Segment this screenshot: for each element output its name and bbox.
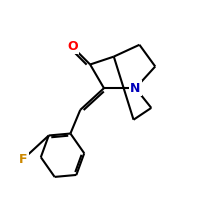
Text: O: O	[67, 40, 78, 53]
Text: F: F	[19, 153, 27, 166]
Text: N: N	[130, 82, 141, 95]
